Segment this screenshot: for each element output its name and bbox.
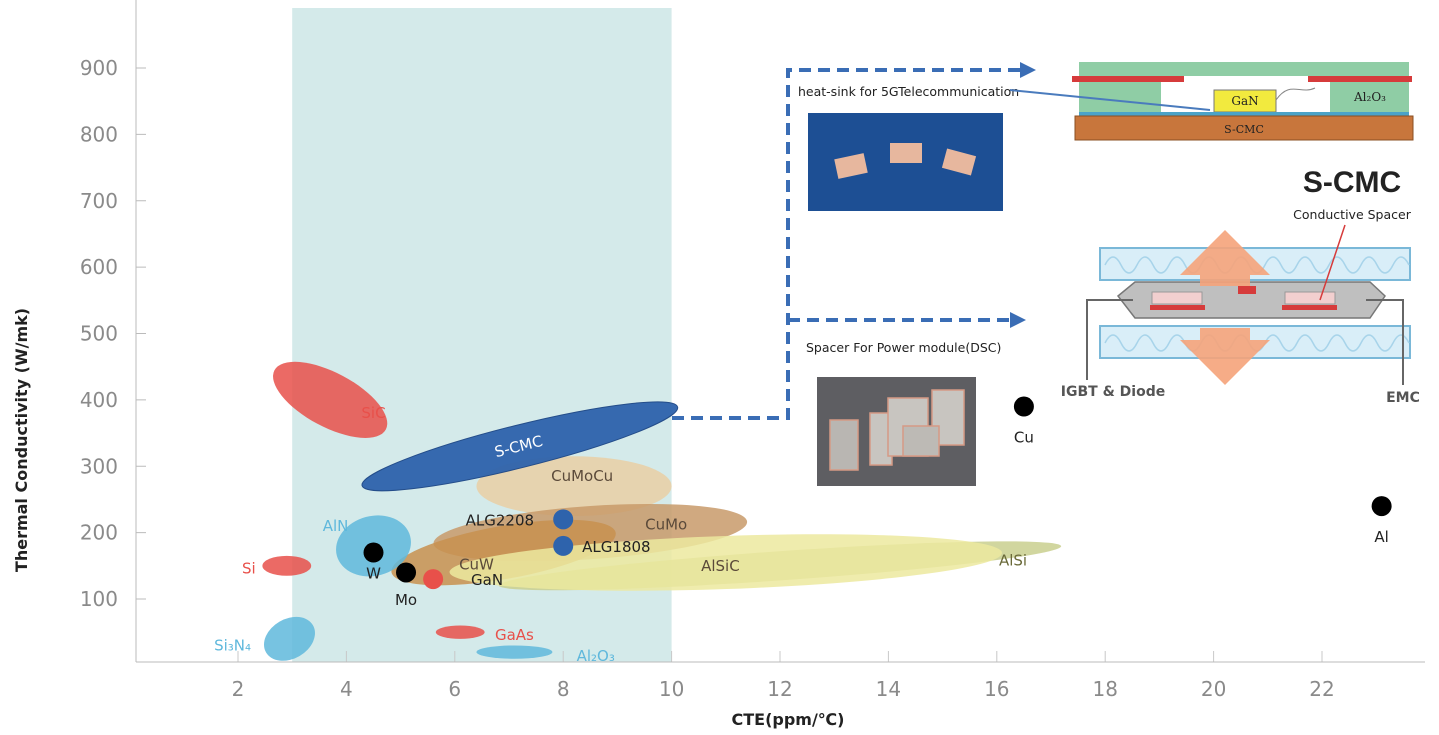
region-label: Si [242, 559, 256, 577]
region-label: CuW [459, 555, 494, 573]
axes: 2 4 6 8 10 12 14 16 18 20 22 100 200 300 400 500 600 700 8… [80, 0, 1425, 701]
region-label: AlSiC [701, 557, 740, 575]
x-tick-label: 14 [876, 677, 901, 701]
point-al [1371, 496, 1392, 517]
x-tick-label: 20 [1201, 677, 1226, 701]
x-tick-label: 10 [659, 677, 684, 701]
y-tick-label: 200 [80, 521, 118, 545]
al2o3-box-label: Al₂O₃ [1353, 90, 1386, 104]
region-al-o- [476, 645, 553, 659]
x-tick-label: 8 [557, 677, 570, 701]
point-mo [396, 562, 417, 583]
region-s-cmc [361, 401, 679, 492]
x-tick-label: 12 [767, 677, 792, 701]
point-label: Mo [395, 591, 417, 609]
heatsink-photo [808, 113, 1003, 211]
x-tick-label: 4 [340, 677, 353, 701]
point-label: GaN [471, 571, 503, 589]
region-label: GaAs [495, 626, 534, 644]
y-tick-label: 600 [80, 255, 118, 279]
point-gan [423, 569, 444, 590]
arrowhead-spacer [1010, 312, 1026, 328]
point-w [363, 542, 384, 563]
spacer-photo [817, 377, 976, 486]
conductive-spacer-label: Conductive Spacer [1293, 207, 1412, 222]
y-tick-label: 500 [80, 322, 118, 346]
point-label: W [366, 564, 381, 582]
region-gaas [435, 625, 485, 639]
x-tick-label: 6 [448, 677, 461, 701]
y-tick-label: 300 [80, 454, 118, 478]
scmc-title: S-CMC [1303, 166, 1401, 199]
region-cumocu [476, 456, 672, 517]
package-cross-section [1009, 62, 1414, 141]
y-axis-title: Thermal Conductivity (W/mk) [12, 308, 31, 572]
dsc-module-diagram [1086, 224, 1411, 385]
emc-label: EMC [1386, 390, 1420, 406]
point-label: ALG2208 [466, 511, 534, 529]
y-tick-label: 800 [80, 122, 118, 146]
gan-box-label: GaN [1231, 94, 1258, 108]
dashed-arrows [672, 68, 1020, 420]
igbt-diode-label: IGBT & Diode [1061, 384, 1165, 400]
point-label: Al [1374, 528, 1388, 546]
region-si [262, 555, 312, 576]
y-tick-label: 100 [80, 587, 118, 611]
region-cuw [391, 519, 616, 586]
y-tick-label: 700 [80, 189, 118, 213]
region-label: Al₂O₃ [577, 647, 615, 665]
arrow-to-5g-heatsink [672, 68, 1020, 420]
heatsink-annotation: heat-sink for 5GTelecommunication [798, 84, 1019, 99]
y-tick-label: 900 [80, 56, 118, 80]
scmc-box-label: S-CMC [1224, 123, 1264, 136]
spacer-annotation: Spacer For Power module(DSC) [806, 340, 1001, 355]
region-sic [273, 361, 388, 438]
region-label: SiC [361, 404, 385, 422]
region-alsic [449, 534, 1003, 591]
region-label: AlN [323, 517, 349, 535]
region-si-n- [263, 616, 315, 661]
point-label: ALG1808 [582, 538, 650, 556]
x-tick-label: 18 [1092, 677, 1117, 701]
point-label: Cu [1014, 428, 1034, 446]
x-tick-label: 22 [1309, 677, 1334, 701]
x-tick-label: 16 [984, 677, 1009, 701]
region-label: CuMo [645, 516, 687, 534]
heatsink-pointer [1009, 89, 1211, 111]
material-points: W Mo GaN ALG2208 ALG1808 Cu Al [363, 396, 1392, 609]
point-cu [1013, 396, 1034, 417]
grid-lines [237, 651, 1323, 662]
point-alg2208 [553, 509, 574, 530]
region-label: AlSi [999, 552, 1027, 570]
y-tick-label: 400 [80, 388, 118, 412]
x-tick-label: 2 [232, 677, 245, 701]
point-alg1808 [553, 535, 574, 556]
arrowhead-heatsink [1020, 62, 1036, 78]
region-label: Si₃N₄ [214, 636, 251, 654]
region-label: CuMoCu [551, 467, 613, 485]
x-axis-title: CTE(ppm/℃) [731, 710, 844, 729]
